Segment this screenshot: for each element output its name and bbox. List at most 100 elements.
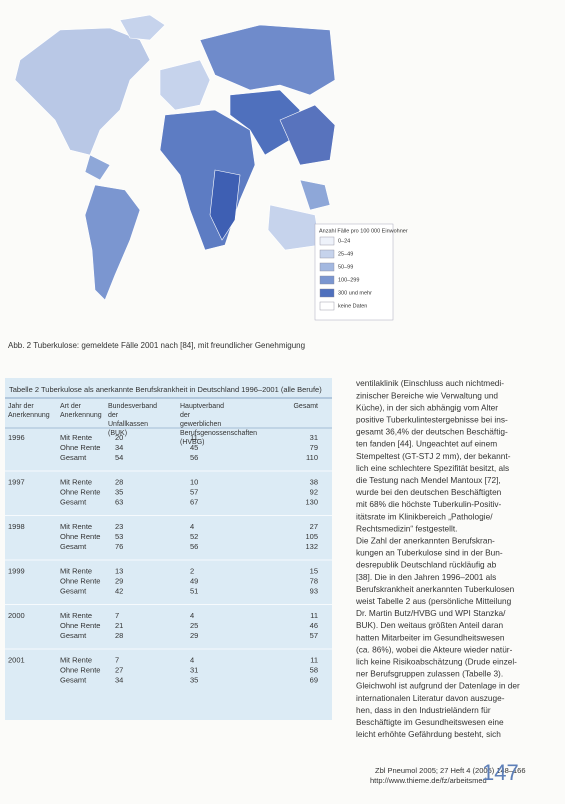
column-header: Bundesverband der Unfallkassen (BUK) [108, 403, 157, 437]
legend-swatch [319, 301, 335, 311]
legend-swatch [319, 275, 335, 285]
cell: 45 [190, 443, 198, 452]
row-label: Gesamt [60, 586, 87, 595]
legend-label: 25–49 [338, 251, 353, 257]
cell: 11 [310, 611, 318, 620]
cell: 46 [310, 621, 318, 630]
cell: 58 [310, 665, 318, 674]
body-line: lich keine Risikoabschätzung (Drude einz… [356, 656, 517, 666]
row-label: Mit Rente [60, 433, 92, 442]
cell: 56 [190, 542, 198, 551]
cell: 2 [190, 566, 194, 575]
body-line: ner Berufsgruppen zulassen (Tabelle 3). [356, 669, 503, 679]
body-line: wurde bei den deutschen Beschäftigten [355, 487, 502, 497]
cell: 7 [115, 611, 119, 620]
url: http://www.thieme.de/fz/arbeitsmed [370, 776, 487, 785]
column-header: Art der Anerkennung [60, 403, 102, 419]
cell: 4 [190, 522, 194, 531]
row-label: Gesamt [60, 497, 87, 506]
row-label: Gesamt [60, 631, 87, 640]
cell: 35 [115, 487, 123, 496]
body-line: mit 68% die höchste Tuberkulin-Positiv- [356, 499, 501, 509]
body-line: die Testung nach Mendel Mantoux [72], [356, 475, 501, 485]
body-line: ventilaklinik (Einschluss auch nichtmedi… [356, 378, 504, 388]
cell: 92 [310, 487, 318, 496]
column-header: Jahr der Anerkennung [8, 403, 50, 419]
body-line: hatten Mitarbeiter im Gesundheitswesen [356, 632, 505, 642]
legend-swatch [319, 249, 335, 259]
cell: 11 [190, 433, 198, 442]
cell: 51 [190, 586, 198, 595]
year: 1997 [8, 477, 25, 486]
table: Jahr der Anerkennung Art der Anerkennung Bun… [5, 403, 332, 684]
cell: 4 [190, 611, 194, 620]
cell: 28 [115, 631, 123, 640]
row-label: Gesamt [60, 675, 87, 684]
cell: 23 [115, 522, 123, 531]
body-line: desrepublik Deutschland rückläufig ab [356, 560, 497, 570]
body-line: (ca. 86%), wobei die Akteure wieder natü… [356, 644, 513, 654]
row-label: Gesamt [60, 453, 87, 462]
body-line: Gleichwohl ist aufgrund der Datenlage in… [356, 681, 520, 691]
body-line: [38]. Die in den Jahren 1996–2001 als [356, 572, 496, 582]
row-label: Ohne Rente [60, 665, 100, 674]
cell: 93 [310, 586, 318, 595]
body-line: Dr. Martin Butz/HVBG und WPI Stanzka/ [356, 608, 506, 618]
cell: 7 [115, 655, 119, 664]
year: 2001 [8, 655, 25, 664]
body-line: zinischer Bereiche wie Verwaltung und [356, 390, 498, 400]
row-label: Mit Rente [60, 611, 92, 620]
cell: 35 [190, 675, 198, 684]
cell: 53 [115, 532, 123, 541]
legend-swatch [319, 236, 335, 246]
row-label: Ohne Rente [60, 621, 100, 630]
legend-label: keine Daten [338, 303, 367, 309]
cell: 13 [115, 566, 123, 575]
row-label: Mit Rente [60, 566, 92, 575]
body-line: BUK). Den weitaus größten Anteil daran [356, 620, 504, 630]
cell: 34 [115, 443, 123, 452]
cell: 20 [115, 433, 123, 442]
cell: 105 [305, 532, 318, 541]
cell: 27 [310, 522, 318, 531]
row-label: Mit Rente [60, 522, 92, 531]
cell: 49 [190, 576, 198, 585]
body-line: gesamt 36,4% der deutschen Beschäftig- [356, 427, 508, 437]
cell: 110 [306, 453, 318, 462]
cell: 57 [190, 487, 198, 496]
row-label: Mit Rente [60, 655, 92, 664]
body-line: Die Zahl der anerkannten Berufskran- [356, 535, 495, 545]
row-label: Ohne Rente [60, 487, 100, 496]
cell: 52 [190, 532, 198, 541]
cell: 29 [115, 576, 123, 585]
cell: 25 [190, 621, 198, 630]
column-header: Hauptverband der gewerblichen Berufsgenosse… [180, 403, 257, 446]
body-line: leicht erhöhte Gefährdung besteht, sich [356, 729, 501, 739]
year: 1999 [8, 566, 25, 575]
body-line: hen, dass in den Industrieländern für [356, 705, 491, 715]
legend-label: 100–299 [338, 277, 359, 283]
body-line: Berufskrankheit anerkannten Tuberkulosen [356, 584, 515, 594]
cell: 69 [310, 675, 318, 684]
cell: 31 [190, 665, 198, 674]
legend-swatch [319, 288, 335, 298]
cell: 67 [190, 497, 198, 506]
body-line: Küche), in der sich abhängig vom Alter [356, 402, 498, 412]
cell: 63 [115, 497, 123, 506]
cell: 15 [310, 566, 318, 575]
world-map [0, 10, 336, 310]
cell: 21 [115, 621, 123, 630]
cell: 27 [115, 665, 123, 674]
body-text: ventilaklinik (Einschluss auch nichtmedi… [355, 378, 520, 739]
column-header: Gesamt [293, 403, 318, 410]
cell: 57 [310, 631, 318, 640]
legend-label: 300 und mehr [338, 290, 372, 296]
body-line: weist Tabelle 2 aus (persönliche Mitteil… [355, 596, 512, 606]
cell: 56 [190, 453, 198, 462]
cell: 42 [115, 586, 123, 595]
year: 1998 [8, 522, 25, 531]
cell: 34 [115, 675, 123, 684]
cell: 31 [310, 433, 318, 442]
